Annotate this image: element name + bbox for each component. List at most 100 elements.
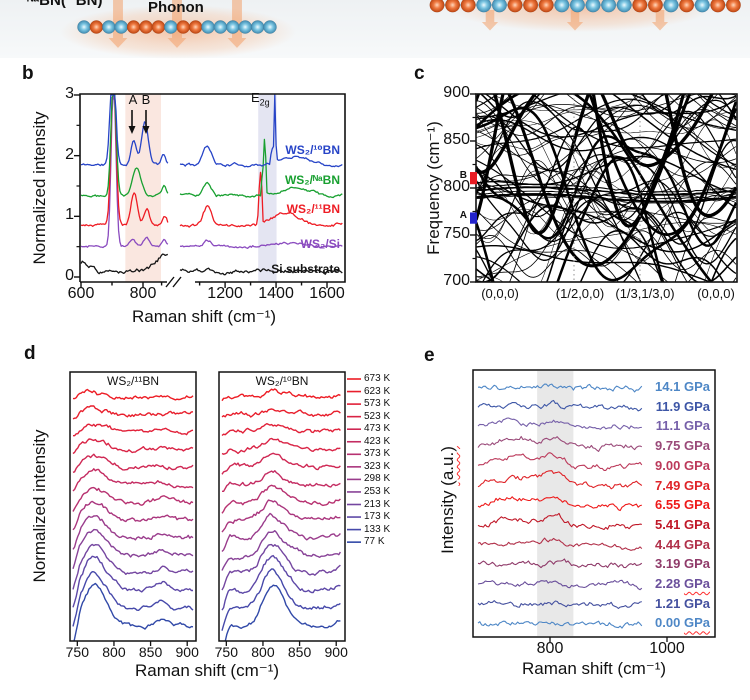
boron-atom — [538, 0, 554, 13]
panel-b-curve-3 — [80, 94, 169, 249]
panel-d-curve-0-12 — [72, 571, 194, 627]
boron-atom — [126, 20, 141, 34]
phonon-band — [476, 180, 737, 243]
phonon-band — [476, 94, 737, 171]
panel-d-curve-1-7 — [221, 499, 341, 533]
marker-b-bar — [470, 172, 477, 185]
phonon-band — [476, 160, 737, 262]
boron-atom — [460, 0, 476, 13]
nitrogen-atom — [263, 20, 277, 34]
nitrogen-atom — [663, 0, 679, 13]
panel-d-curve-0-3 — [72, 438, 194, 455]
axis-break-mark — [165, 276, 182, 288]
boron-atom — [151, 20, 166, 34]
nitrogen-atom — [585, 0, 601, 13]
panel-d-curve-0-1 — [72, 405, 194, 420]
panel-b-curve-4 — [80, 253, 169, 275]
panel-e-curve-9 — [477, 558, 643, 569]
phonon-band — [476, 155, 737, 195]
phonon-band-flat — [476, 193, 737, 202]
phonon-arrow — [167, 0, 187, 48]
panel-d-curve-1-2 — [221, 423, 341, 437]
phonon-band-flat — [476, 183, 737, 193]
nitrogen-atom — [476, 0, 492, 13]
panel-b-curve-0 — [80, 94, 169, 167]
panel-d-curve-1-0 — [221, 388, 341, 402]
phonon-band — [476, 94, 713, 282]
phonon-band — [476, 94, 686, 228]
panel-d-curve-1-9 — [221, 530, 341, 571]
panel-b-curve-0 — [179, 94, 343, 168]
phonon-band — [476, 230, 737, 278]
boron-atom — [188, 20, 203, 34]
phonon-band-flat — [476, 186, 737, 195]
panel-e-curve-11 — [477, 600, 642, 609]
phonon-band — [611, 94, 737, 171]
panel-e-curve-8 — [477, 537, 643, 551]
panel-d-frame-1 — [218, 371, 346, 642]
panel-d-curve-1-6 — [221, 484, 341, 514]
boron-atom — [89, 20, 104, 34]
phonon-band — [476, 105, 737, 182]
panel-b-frame — [79, 93, 346, 283]
phonon-arrow — [481, 10, 499, 31]
phonon-band — [476, 159, 737, 249]
panel-d-curve-0-0 — [73, 388, 194, 401]
panel-e-curve-2 — [477, 417, 642, 430]
panel-d-curve-0-11 — [72, 555, 193, 608]
panel-d-frame-0 — [69, 371, 197, 642]
phonon-band — [479, 94, 737, 119]
panel-d-curve-1-11 — [221, 554, 341, 611]
phonon-band — [476, 197, 737, 282]
panel-e-curve-6 — [477, 496, 642, 512]
panel-e-curve-1 — [477, 399, 643, 412]
nitrogen-atom — [77, 20, 91, 34]
phonon-band — [491, 94, 646, 111]
phonon-band — [476, 210, 737, 282]
nitrogen-atom — [201, 20, 215, 34]
nitrogen-atom — [163, 20, 178, 34]
nitrogen-atom — [554, 0, 570, 13]
panel-d-curve-1-12 — [221, 568, 341, 631]
phonon-arrow — [651, 10, 669, 31]
panel-d-curve-1-4 — [221, 452, 341, 475]
annotation-arrowhead — [142, 126, 150, 134]
nitrogen-atom — [569, 0, 585, 13]
phonon-band — [667, 94, 737, 130]
boron-atom — [523, 0, 539, 13]
panel-e-curve-3 — [477, 435, 643, 452]
annotation-arrowhead — [128, 126, 136, 134]
panel-e-curve-7 — [477, 512, 642, 531]
panel-e-curve-10 — [477, 579, 643, 591]
phonon-band — [476, 119, 737, 228]
panel-d-curve-0-2 — [73, 423, 194, 437]
boron-atom — [429, 0, 445, 13]
nitrogen-atom — [225, 20, 240, 34]
phonon-band — [476, 156, 665, 282]
panel-d-curve-0-10 — [72, 543, 194, 590]
panel-d-curve-1-13 — [224, 584, 341, 641]
phonon-band — [476, 94, 737, 133]
panel-b-curve-1 — [179, 138, 343, 199]
phonon-band — [476, 181, 737, 224]
phonon-band — [476, 94, 737, 156]
boron-atom — [710, 0, 726, 13]
phonon-band — [476, 106, 737, 282]
nitrogen-atom — [601, 0, 617, 13]
panel-e-curve-0 — [477, 383, 643, 393]
nitrogen-atom — [213, 20, 228, 34]
panel-d-curve-1-10 — [221, 543, 341, 591]
marker-a-bar — [470, 212, 477, 224]
phonon-band — [476, 118, 737, 209]
nitrogen-atom — [114, 20, 129, 34]
boron-atom — [445, 0, 461, 13]
boron-atom — [679, 0, 695, 13]
nitrogen-atom — [491, 0, 507, 13]
phonon-band-flat — [476, 190, 737, 200]
panel-d-curve-0-4 — [72, 453, 194, 473]
phonon-band — [476, 221, 737, 281]
panel-e-curve-5 — [477, 470, 643, 490]
panel-b-curve-1 — [80, 94, 169, 198]
phonon-band — [476, 244, 713, 282]
